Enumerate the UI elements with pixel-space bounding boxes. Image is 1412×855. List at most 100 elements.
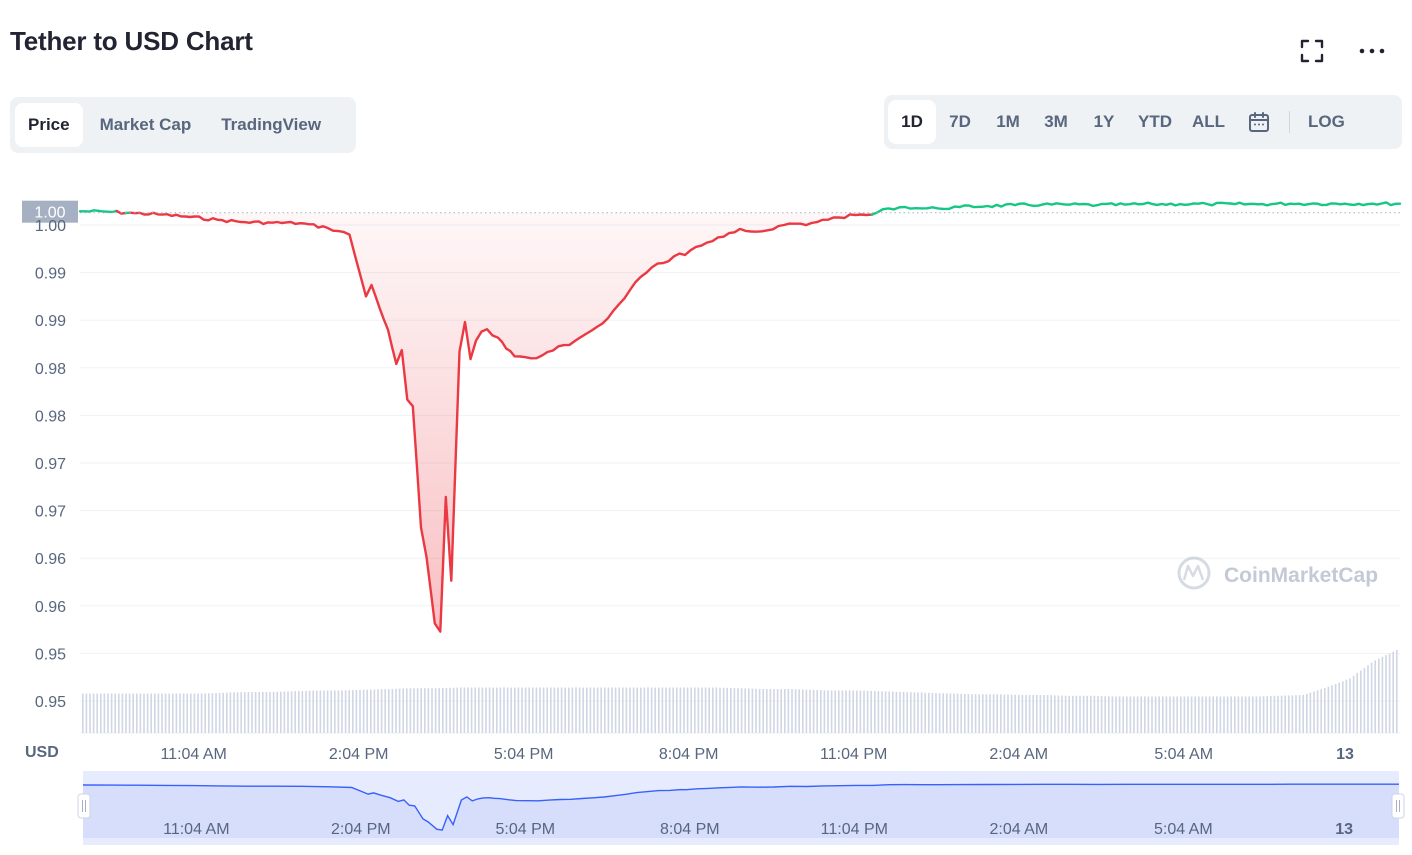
navigator[interactable]: 11:04 AM 2:04 PM 5:04 PM 8:04 PM 11:04 PM 2:0… xyxy=(77,771,1405,845)
volume-bar xyxy=(586,687,588,733)
volume-bar xyxy=(726,687,728,733)
log-scale-button[interactable]: LOG xyxy=(1308,112,1345,131)
volume-bar xyxy=(406,688,408,733)
volume-bar xyxy=(856,690,858,733)
volume-bar xyxy=(1255,696,1258,733)
range-ytd[interactable]: YTD xyxy=(1138,112,1172,131)
y-tick-label: 0.95 xyxy=(35,646,66,663)
volume-bar xyxy=(978,694,980,733)
range-1d[interactable]: 1D xyxy=(888,100,936,144)
volume-bar xyxy=(618,687,620,733)
volume-bar xyxy=(920,692,923,733)
x-tick-label: 11:04 PM xyxy=(820,746,887,763)
volume-bar xyxy=(503,687,505,733)
volume-bar xyxy=(204,693,206,733)
volume-bar xyxy=(1270,696,1272,733)
volume-bar xyxy=(82,693,84,733)
volume-bar xyxy=(535,687,538,733)
tab-tradingview[interactable]: TradingView xyxy=(221,115,322,134)
volume-bar xyxy=(654,687,656,733)
volume-bar xyxy=(650,687,653,733)
volume-bar xyxy=(838,690,840,733)
volume-bar xyxy=(974,694,977,733)
volume-bar xyxy=(1032,695,1034,733)
volume-bar xyxy=(946,693,948,733)
y-axis-label: USD xyxy=(25,744,59,761)
volume-bar xyxy=(582,687,584,733)
volume-bar xyxy=(1046,695,1049,733)
volume-bar xyxy=(330,690,332,733)
volume-bar xyxy=(398,688,401,733)
volume-bar xyxy=(823,690,826,733)
volume-bar xyxy=(1183,696,1186,733)
volume-bar xyxy=(305,690,307,733)
volume-bar xyxy=(391,688,394,733)
volume-bar xyxy=(218,692,221,733)
down-area xyxy=(80,212,1400,632)
range-7d[interactable]: 7D xyxy=(949,112,971,131)
y-tick-label: 0.96 xyxy=(35,551,66,568)
volume-bar xyxy=(121,693,124,733)
volume-bar xyxy=(604,687,606,733)
volume-bar xyxy=(902,691,905,733)
volume-bar xyxy=(1187,696,1189,733)
volume-bar xyxy=(1385,655,1387,733)
volume-bar xyxy=(370,689,372,733)
volume-bar xyxy=(845,690,847,733)
volume-bar xyxy=(485,687,487,733)
volume-bar xyxy=(128,693,131,733)
volume-bar xyxy=(1140,696,1142,733)
volume-bar xyxy=(632,687,635,733)
volume-bar xyxy=(755,688,757,733)
volume-bar xyxy=(1219,696,1222,733)
volume-bar xyxy=(1036,695,1038,733)
watermark-text: CoinMarketCap xyxy=(1224,564,1378,587)
volume-bar xyxy=(233,692,235,733)
y-tick-label: 0.99 xyxy=(35,266,66,283)
volume-bar xyxy=(244,692,246,733)
volume-bar xyxy=(758,688,761,733)
volume-bar xyxy=(1363,667,1366,733)
volume-bar xyxy=(1216,696,1218,733)
x-tick-label: 5:04 PM xyxy=(494,746,554,763)
fullscreen-icon[interactable] xyxy=(1297,36,1327,66)
volume-bar xyxy=(1252,696,1254,733)
volume-bar xyxy=(1331,685,1333,733)
volume-bar xyxy=(888,691,890,733)
volume-bar xyxy=(830,690,833,733)
volume-bars xyxy=(82,650,1398,733)
price-line-above xyxy=(78,209,118,214)
volume-bar xyxy=(359,689,361,733)
price-line-below xyxy=(129,211,874,633)
tab-price[interactable]: Price xyxy=(15,103,83,147)
volume-bar xyxy=(776,689,779,733)
navigator-right-handle[interactable] xyxy=(1391,793,1405,819)
volume-bar xyxy=(949,693,952,733)
volume-bar xyxy=(172,693,174,733)
volume-bar xyxy=(686,687,689,733)
volume-bar xyxy=(719,687,721,733)
y-tick-label: 0.98 xyxy=(35,408,66,425)
range-3m[interactable]: 3M xyxy=(1044,112,1068,131)
volume-bar xyxy=(668,687,671,733)
more-options-icon[interactable] xyxy=(1357,36,1387,66)
y-tick-label: 0.97 xyxy=(35,456,66,473)
range-all[interactable]: ALL xyxy=(1192,112,1226,131)
range-1m[interactable]: 1M xyxy=(996,112,1020,131)
coinmarketcap-logo xyxy=(1177,556,1211,590)
calendar-icon[interactable] xyxy=(1235,100,1283,144)
volume-bar xyxy=(517,687,520,733)
range-1y[interactable]: 1Y xyxy=(1093,112,1115,131)
volume-bar xyxy=(1028,695,1031,733)
navigator-left-handle[interactable] xyxy=(77,793,91,819)
volume-bar xyxy=(910,692,912,733)
volume-bar xyxy=(1208,696,1211,733)
volume-bar xyxy=(1367,665,1369,733)
volume-bar xyxy=(186,693,188,733)
volume-bar xyxy=(301,690,304,733)
tab-market-cap[interactable]: Market Cap xyxy=(99,115,192,134)
volume-bar xyxy=(895,691,898,733)
volume-bar xyxy=(323,690,325,733)
volume-bar xyxy=(175,693,178,733)
volume-bar xyxy=(1280,695,1283,733)
